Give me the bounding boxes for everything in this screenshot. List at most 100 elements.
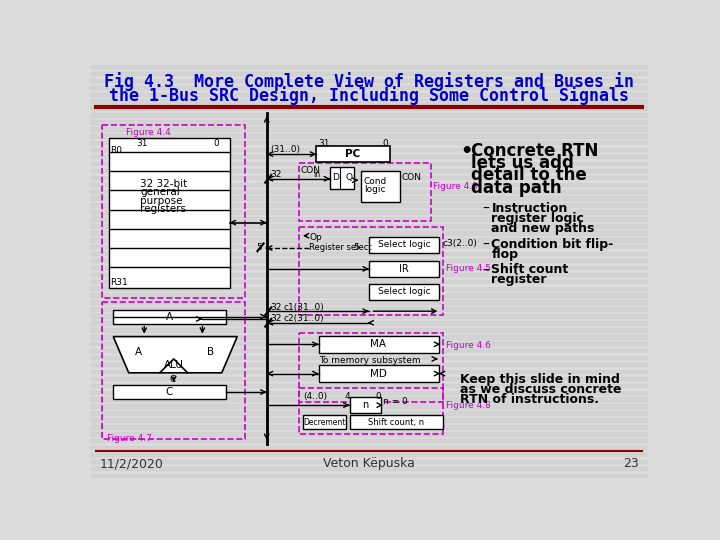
- Text: Keep this slide in mind: Keep this slide in mind: [461, 373, 621, 386]
- Polygon shape: [113, 336, 238, 373]
- Text: R31: R31: [110, 278, 128, 287]
- Bar: [90, 418, 648, 422]
- Bar: [90, 217, 648, 221]
- Bar: [316, 146, 390, 162]
- Text: PC: PC: [345, 149, 360, 159]
- Bar: [90, 155, 648, 158]
- Bar: [113, 309, 225, 323]
- Bar: [90, 342, 648, 346]
- Bar: [90, 328, 648, 332]
- Text: c3(2..0): c3(2..0): [443, 239, 477, 248]
- Bar: [90, 294, 648, 297]
- Bar: [90, 300, 648, 304]
- Bar: [90, 113, 648, 117]
- Text: Concrete RTN: Concrete RTN: [472, 142, 598, 160]
- Text: Q: Q: [346, 173, 353, 183]
- Bar: [90, 224, 648, 228]
- Text: c2(31..0): c2(31..0): [284, 314, 325, 323]
- Bar: [113, 385, 225, 399]
- Text: C: C: [169, 375, 175, 384]
- Bar: [319, 336, 438, 353]
- Text: Select logic: Select logic: [377, 287, 430, 296]
- Text: 32: 32: [270, 170, 282, 179]
- Text: MA: MA: [370, 339, 387, 349]
- Bar: [90, 411, 648, 415]
- Text: A: A: [166, 312, 173, 322]
- Text: 32: 32: [270, 314, 282, 323]
- Bar: [90, 266, 648, 269]
- Bar: [90, 321, 648, 325]
- Text: D: D: [333, 173, 339, 183]
- Text: (4..0): (4..0): [303, 392, 328, 401]
- Bar: [90, 72, 648, 75]
- Bar: [300, 226, 443, 315]
- Bar: [90, 231, 648, 234]
- Text: Figure 4.4: Figure 4.4: [126, 128, 171, 137]
- Text: 31: 31: [319, 139, 330, 148]
- Bar: [90, 238, 648, 241]
- Bar: [300, 164, 431, 221]
- Text: To memory subsystem: To memory subsystem: [319, 356, 420, 365]
- Text: IR: IR: [399, 264, 409, 274]
- Bar: [300, 388, 443, 434]
- Text: register logic: register logic: [492, 212, 585, 225]
- Bar: [90, 176, 648, 179]
- Bar: [90, 425, 648, 429]
- Bar: [90, 397, 648, 401]
- Text: Figure 4.6: Figure 4.6: [446, 341, 491, 350]
- Text: n: n: [362, 400, 368, 410]
- Text: 32 32-bit: 32 32-bit: [140, 179, 188, 189]
- Text: A: A: [135, 347, 142, 357]
- Text: Op: Op: [310, 233, 322, 242]
- Bar: [90, 460, 648, 463]
- Text: Condition bit flip-: Condition bit flip-: [492, 238, 613, 251]
- Bar: [90, 259, 648, 262]
- Bar: [102, 125, 245, 298]
- Bar: [361, 171, 400, 202]
- Text: CON: CON: [301, 166, 321, 176]
- Text: c1(31..0): c1(31..0): [284, 303, 325, 312]
- Bar: [90, 211, 648, 214]
- Text: C: C: [166, 387, 173, 397]
- Text: register: register: [492, 273, 547, 286]
- Text: 5: 5: [354, 242, 359, 252]
- Bar: [90, 190, 648, 193]
- Bar: [90, 335, 648, 339]
- Bar: [90, 280, 648, 283]
- Bar: [90, 148, 648, 151]
- Text: Shift count: Shift count: [492, 264, 569, 276]
- Bar: [303, 415, 346, 429]
- Text: registers: registers: [140, 204, 186, 214]
- Bar: [90, 85, 648, 89]
- Text: logic: logic: [364, 185, 386, 194]
- Text: Figure 4.5: Figure 4.5: [446, 265, 491, 273]
- Bar: [90, 363, 648, 366]
- Text: detail to the: detail to the: [472, 166, 587, 185]
- Text: ALU: ALU: [163, 360, 184, 370]
- Text: n = 0: n = 0: [383, 397, 408, 407]
- Bar: [90, 307, 648, 311]
- Text: data path: data path: [472, 179, 562, 197]
- Bar: [369, 284, 438, 300]
- Text: 0: 0: [375, 392, 381, 401]
- Text: general: general: [140, 187, 180, 197]
- Bar: [90, 245, 648, 248]
- Text: and new paths: and new paths: [492, 222, 595, 235]
- Bar: [90, 79, 648, 82]
- Text: Fig 4.3  More Complete View of Registers and Buses in: Fig 4.3 More Complete View of Registers …: [104, 72, 634, 91]
- Text: –: –: [482, 202, 489, 216]
- Bar: [300, 333, 443, 402]
- Text: purpose: purpose: [140, 195, 183, 206]
- Bar: [90, 439, 648, 442]
- Text: 11/2/2020: 11/2/2020: [99, 457, 163, 470]
- Bar: [90, 273, 648, 276]
- Bar: [350, 415, 443, 429]
- Bar: [90, 127, 648, 131]
- Text: Select logic: Select logic: [377, 240, 430, 249]
- Bar: [90, 432, 648, 436]
- Bar: [90, 453, 648, 456]
- Bar: [90, 383, 648, 387]
- Bar: [90, 446, 648, 449]
- Bar: [90, 467, 648, 470]
- Bar: [90, 106, 648, 110]
